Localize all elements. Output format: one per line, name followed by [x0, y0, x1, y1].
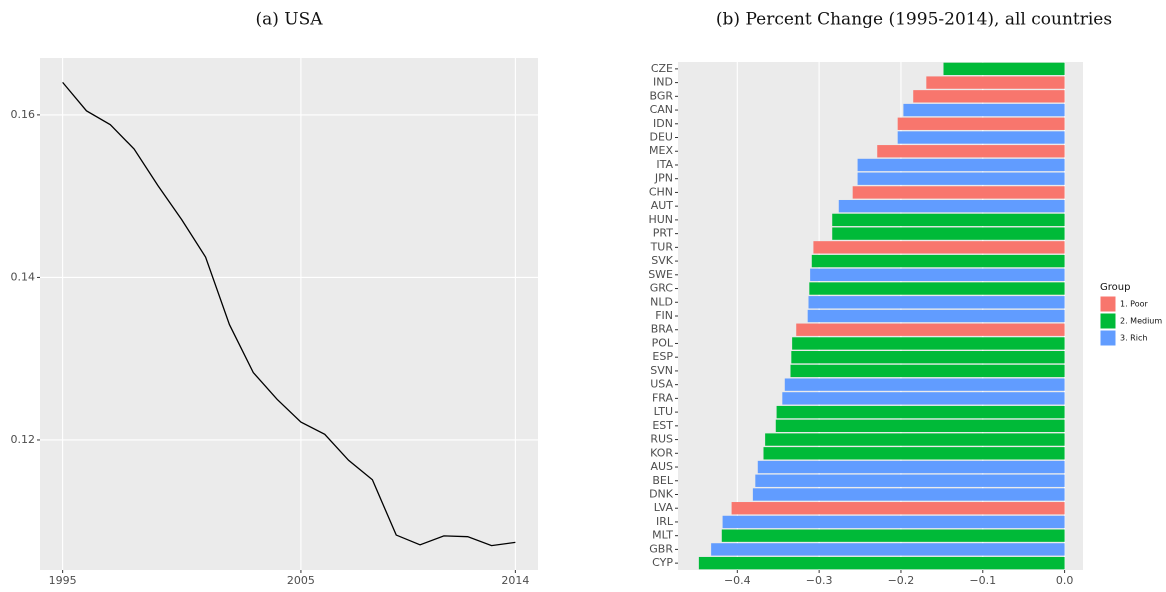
legend-label: 2. Medium [1120, 317, 1162, 326]
y-tick-label: IDN [653, 117, 673, 130]
bar [809, 282, 1065, 295]
y-tick-label: IRL [656, 515, 674, 528]
bar [857, 172, 1065, 185]
y-tick-label: CZE [651, 62, 673, 75]
y-tick-label: GBR [649, 542, 673, 555]
y-tick-label: SVN [650, 364, 673, 377]
bar [765, 433, 1065, 446]
x-tick-label: 2005 [287, 574, 315, 587]
legend-title: Group [1100, 282, 1130, 293]
bar [832, 213, 1065, 227]
y-tick-label: BGR [649, 89, 673, 102]
y-tick-label: LTU [654, 405, 673, 418]
bar [852, 186, 1065, 199]
y-tick-label: PRT [653, 227, 673, 240]
chart-title: (b) Percent Change (1995-2014), all coun… [716, 10, 1112, 30]
y-tick-label: 0.14 [11, 270, 36, 283]
legend-label: 3. Rich [1120, 334, 1147, 343]
y-tick-label: AUT [651, 199, 674, 212]
bar [791, 351, 1065, 364]
y-tick-label: 0.12 [11, 433, 36, 446]
y-tick-label: SVK [651, 254, 674, 267]
y-tick-label: CAN [650, 103, 673, 116]
chart-title: (a) USA [255, 10, 323, 30]
bar [757, 460, 1065, 474]
line [62, 81, 516, 547]
x-tick-label: −0.2 [888, 574, 915, 587]
y-tick-label: SWE [648, 268, 673, 281]
bar [775, 419, 1065, 433]
y-tick-label: KOR [650, 446, 673, 459]
bar [776, 405, 1065, 419]
y-tick-label: GRC [650, 282, 674, 295]
bar [755, 474, 1065, 487]
bar [792, 337, 1065, 350]
y-tick-label: EST [652, 419, 673, 432]
y-tick-label: DEU [650, 131, 673, 144]
y-tick-label: ESP [652, 350, 673, 363]
y-tick-label: ITA [656, 158, 673, 171]
bar [903, 103, 1065, 117]
bar [731, 502, 1065, 515]
bar [796, 323, 1065, 336]
y-tick-label: CHN [649, 185, 673, 198]
bar [926, 76, 1065, 89]
bar [721, 529, 1065, 542]
bar [698, 556, 1065, 570]
y-tick-label: DNK [649, 487, 674, 500]
x-tick-label: 0.0 [1056, 574, 1074, 587]
x-tick-label: 2014 [501, 574, 529, 587]
x-tick-label: −0.1 [969, 574, 996, 587]
legend-label: 1. Poor [1120, 300, 1149, 309]
y-tick-label: NLD [650, 295, 673, 308]
y-tick-label: CYP [652, 556, 673, 569]
y-tick-label: HUN [648, 213, 673, 226]
x-tick-label: −0.4 [724, 574, 751, 587]
x-tick-label: −0.3 [806, 574, 833, 587]
y-tick-label: AUS [650, 460, 673, 473]
bar [913, 90, 1065, 103]
legend-key [1099, 329, 1117, 347]
bar [807, 309, 1065, 323]
bar [897, 117, 1065, 130]
bar [832, 227, 1065, 240]
y-tick-label: BEL [652, 474, 673, 487]
y-tick-label: IND [653, 76, 673, 89]
y-tick-label: TUR [650, 240, 674, 253]
y-tick-label: JPN [654, 172, 673, 185]
bar [811, 254, 1065, 268]
y-tick-label: MLT [652, 529, 673, 542]
x-tick-label: 1995 [49, 574, 77, 587]
y-tick-label: LVA [654, 501, 674, 514]
bar [877, 145, 1065, 158]
y-tick-label: 0.16 [11, 108, 36, 121]
y-tick-label: BRA [651, 323, 674, 336]
bar [763, 447, 1065, 460]
plot-background [40, 58, 538, 570]
y-tick-label: USA [650, 378, 673, 391]
bar [808, 296, 1065, 309]
bar [813, 241, 1065, 254]
bar [943, 62, 1065, 76]
legend-key [1099, 295, 1117, 313]
bar [857, 158, 1065, 172]
y-tick-label: FIN [655, 309, 673, 322]
y-tick-label: POL [652, 336, 674, 349]
bar [722, 515, 1065, 529]
legend-key [1099, 312, 1117, 330]
bar [897, 131, 1065, 144]
bar [752, 488, 1065, 501]
bar [810, 268, 1065, 281]
y-tick-label: RUS [650, 433, 673, 446]
bar [790, 364, 1065, 378]
y-tick-label: MEX [649, 144, 673, 157]
y-tick-label: FRA [652, 391, 674, 404]
bar [784, 378, 1065, 391]
bar [838, 199, 1065, 213]
bar [711, 543, 1065, 556]
bar [782, 392, 1065, 405]
